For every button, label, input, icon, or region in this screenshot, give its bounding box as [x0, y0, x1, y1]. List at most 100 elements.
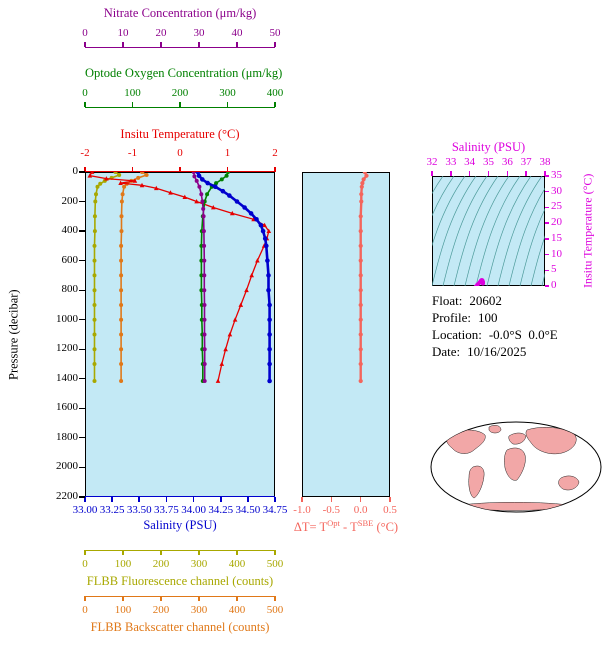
oxygen-axis-title: Optode Oxygen Concentration (μm/kg): [85, 66, 283, 80]
salinity-tick: [138, 497, 141, 502]
pressure-tick-label: 2000: [56, 460, 78, 473]
salinity-tick-label: 34.25: [208, 504, 234, 516]
pressure-tick-label: 400: [61, 224, 79, 237]
ts-x-tick: [525, 171, 527, 176]
series-oxygen: [199, 172, 230, 383]
pressure-tick: [79, 466, 85, 469]
ts-x-tick-label: 36: [501, 156, 513, 168]
nitrate-tick: [274, 42, 276, 47]
salinity-tick: [192, 497, 195, 502]
pressure-tick-label: 1200: [56, 342, 78, 355]
dt-title-prefix: ΔT= T: [293, 520, 328, 535]
ts-y-tick: [545, 253, 549, 256]
temperature-tick: [131, 167, 134, 172]
ts-plot-area: [432, 176, 545, 286]
float-label: Float:: [432, 293, 463, 308]
backscatter-tick-label: 300: [190, 604, 208, 616]
backscatter-tick: [274, 596, 276, 601]
backscatter-tick: [122, 596, 124, 601]
ts-x-tick: [506, 171, 509, 176]
delta-t-tick: [359, 497, 362, 502]
nitrate-axis-line: [85, 47, 275, 48]
delta-t-tick-label: -0.5: [322, 504, 341, 516]
fluorescence-axis-line: [85, 550, 275, 551]
plot-bottom-edge: [85, 496, 275, 498]
backscatter-tick-label: 0: [82, 604, 88, 616]
pressure-tick-label: 200: [61, 194, 79, 207]
dt-title-sup-sbe: SBE: [357, 518, 374, 528]
ts-x-tick: [487, 171, 490, 176]
fluorescence-axis-title: FLBB Fluorescence channel (counts): [86, 574, 274, 588]
temperature-tick: [84, 167, 86, 172]
map-land: [508, 432, 527, 445]
pressure-tick: [79, 496, 85, 498]
ts-y-tick: [545, 285, 549, 287]
series-salinity: [195, 172, 272, 384]
info-float: Float: 20602: [432, 293, 502, 309]
ts-y-tick-label: 25: [551, 200, 562, 213]
nitrate-tick: [236, 42, 238, 47]
delta-t-tick: [301, 497, 303, 502]
temperature-tick-label: -1: [127, 147, 138, 159]
ts-salinity-axis-title: Salinity (PSU): [451, 140, 526, 154]
salinity-tick-label: 33.00: [72, 504, 98, 516]
salinity-tick: [84, 497, 86, 502]
ts-y-tick: [545, 191, 549, 193]
salinity-tick: [274, 497, 276, 502]
delta-t-tick: [389, 497, 391, 502]
ts-x-tick: [450, 171, 452, 176]
profile-value: 100: [478, 310, 498, 325]
fluorescence-tick: [122, 550, 124, 555]
nitrate-tick: [84, 42, 86, 47]
ts-y-tick-label: 20: [551, 216, 562, 229]
delta-t-tick: [330, 497, 333, 502]
map-continents: [446, 425, 580, 511]
pressure-tick-label: 0: [72, 165, 79, 177]
temperature-tick: [226, 167, 229, 172]
plot-top-edge: [85, 171, 275, 173]
map-land: [558, 475, 580, 491]
location-label: Location:: [432, 327, 482, 342]
fluorescence-tick-label: 100: [114, 558, 132, 570]
pressure-tick: [79, 407, 85, 409]
backscatter-tick-label: 100: [114, 604, 132, 616]
ts-y-tick: [545, 175, 549, 177]
pressure-tick: [79, 348, 85, 350]
ts-x-tick: [468, 171, 471, 176]
info-location: Location: -0.0°S 0.0°E: [432, 327, 558, 343]
ts-x-tick-label: 34: [464, 156, 476, 168]
fluorescence-tick-label: 300: [190, 558, 208, 570]
backscatter-tick-label: 500: [266, 604, 284, 616]
pressure-tick: [79, 260, 85, 262]
nitrate-axis-title: Nitrate Concentration (μm/kg): [103, 6, 257, 20]
nitrate-tick: [198, 42, 200, 47]
ts-x-tick-label: 32: [426, 156, 438, 168]
oxygen-tick-label: 300: [219, 87, 236, 99]
pressure-tick: [79, 319, 85, 321]
ts-points: [473, 278, 485, 286]
oxygen-tick-label: 400: [266, 87, 284, 99]
series-nitrate: [191, 172, 207, 383]
temperature-tick: [179, 167, 181, 172]
pressure-axis-label: Pressure (decibar): [6, 289, 21, 380]
oxygen-tick: [226, 102, 229, 107]
fluorescence-tick-label: 200: [152, 558, 170, 570]
nitrate-tick-label: 50: [269, 27, 281, 39]
fluorescence-tick-label: 400: [228, 558, 246, 570]
map-land: [488, 425, 502, 434]
ts-y-tick-label: 5: [551, 263, 557, 276]
ts-y-tick-label: 30: [551, 184, 562, 197]
ts-x-tick-label: 37: [520, 156, 532, 168]
pressure-tick-label: 2200: [56, 490, 78, 502]
profiles-svg: [87, 172, 272, 384]
oxygen-tick-label: 100: [124, 87, 141, 99]
backscatter-tick-label: 400: [228, 604, 246, 616]
pressure-tick-label: 1400: [56, 371, 78, 384]
temperature-axis-title: Insitu Temperature (°C): [120, 127, 240, 141]
ts-temperature-axis-title: Insitu Temperature (°C): [580, 173, 595, 289]
nitrate-tick-label: 40: [231, 27, 243, 39]
density-contours: [432, 176, 545, 286]
pressure-tick-label: 1600: [56, 401, 78, 414]
ts-y-tick-label: 15: [551, 231, 562, 244]
